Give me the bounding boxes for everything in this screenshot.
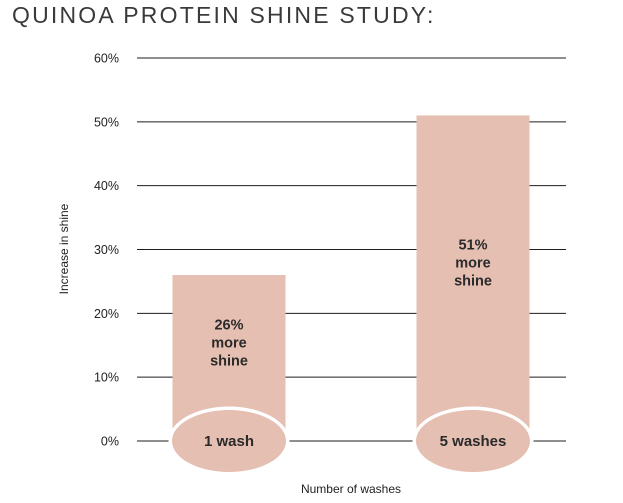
bar-data-label: 51% more shine — [454, 238, 492, 290]
bar-data-labels: 1 wash 26% more shine 5 washes 51% more shine — [204, 238, 506, 450]
y-tick-label: 40% — [94, 179, 119, 193]
y-tick-labels: 0% 10% 20% 30% 40% 50% 60% — [94, 52, 119, 449]
bar-data-label: 26% more shine — [210, 318, 248, 370]
bar — [416, 115, 530, 441]
chart-title: QUINOA PROTEIN SHINE STUDY: — [12, 2, 436, 28]
y-tick-label: 20% — [94, 307, 119, 321]
bars — [168, 115, 534, 476]
bar-base — [172, 410, 286, 472]
x-tick-label: 5 washes — [440, 433, 507, 450]
bar-base — [416, 410, 530, 472]
y-tick-label: 30% — [94, 243, 119, 257]
y-tick-label: 50% — [94, 115, 119, 129]
y-tick-label: 10% — [94, 371, 119, 385]
y-axis-label: Increase in shine — [57, 203, 71, 294]
x-tick-label: 1 wash — [204, 433, 254, 450]
x-axis-label: Number of washes — [301, 482, 401, 496]
y-tick-label: 0% — [101, 435, 119, 449]
y-tick-label: 60% — [94, 52, 119, 66]
